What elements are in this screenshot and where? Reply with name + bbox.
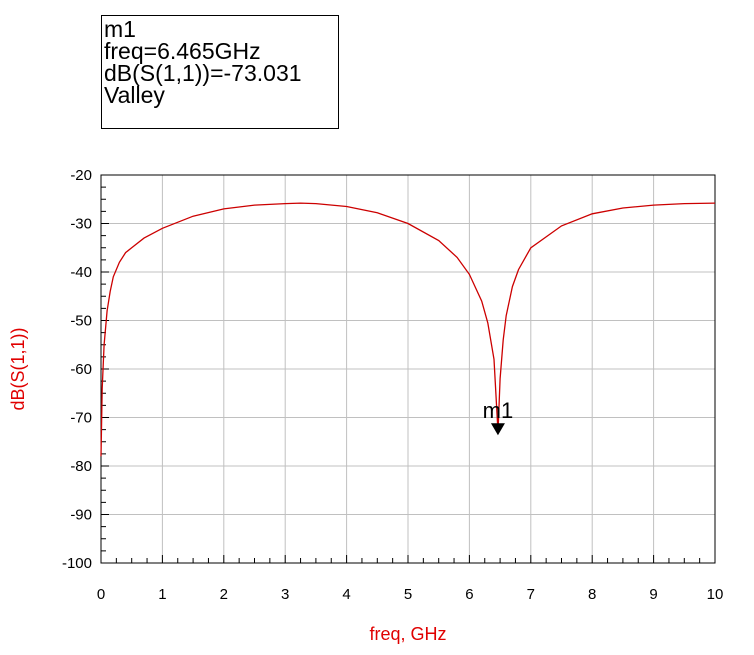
x-tick-label: 10 [707, 586, 724, 603]
y-tick-label: -60 [70, 361, 92, 378]
y-tick-labels: -20 -30 -40 -50 -60 -70 -80 -90 -100 [62, 167, 92, 572]
grid-lines [100, 174, 716, 564]
x-axis-label: freq, GHz [369, 624, 446, 644]
y-tick-label: -100 [62, 555, 92, 572]
x-tick-label: 8 [588, 586, 596, 603]
y-tick-label: -90 [70, 507, 92, 524]
y-axis-label: dB(S(1,1)) [8, 327, 28, 410]
marker-arrow [490, 423, 505, 436]
x-tick-label: 2 [220, 586, 228, 603]
marker-value: dB(S(1,1))=-73.031 [104, 60, 302, 86]
y-tick-label: -20 [70, 167, 92, 184]
x-tick-label: 3 [281, 586, 289, 603]
y-tick-label: -30 [70, 216, 92, 233]
marker-label: m1 [483, 398, 514, 423]
x-tick-label: 9 [649, 586, 657, 603]
marker-name: m1 [104, 16, 136, 42]
s11-trace [100, 202, 716, 457]
x-tick-label: 4 [342, 586, 350, 603]
x-tick-label: 0 [97, 586, 105, 603]
marker-readout-box: m1 freq=6.465GHz dB(S(1,1))=-73.031 Vall… [101, 15, 339, 129]
marker-freq: freq=6.465GHz [104, 38, 261, 64]
markers: m1 [483, 398, 514, 436]
y-tick-label: -70 [70, 410, 92, 427]
y-tick-label: -50 [70, 313, 92, 330]
x-tick-label: 7 [527, 586, 535, 603]
x-tick-label: 1 [158, 586, 166, 603]
marker-mode: Valley [104, 82, 165, 108]
plot-frame [100, 174, 716, 564]
y-tick-label: -80 [70, 458, 92, 475]
x-tick-label: 6 [465, 586, 473, 603]
y-tick-label: -40 [70, 264, 92, 281]
x-tick-label: 5 [404, 586, 412, 603]
x-tick-labels: 0 1 2 3 4 5 6 7 8 9 10 [97, 586, 724, 603]
